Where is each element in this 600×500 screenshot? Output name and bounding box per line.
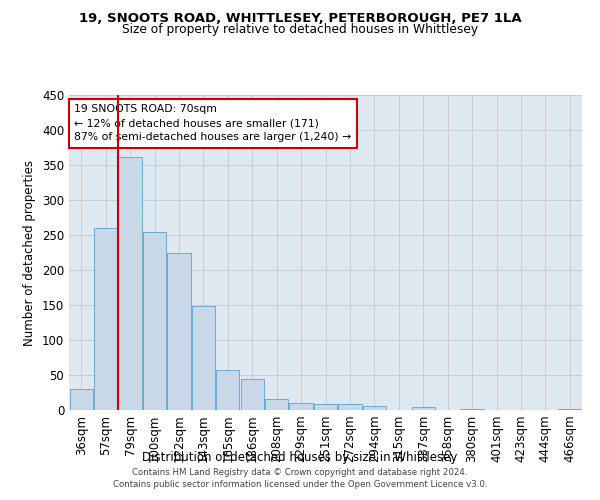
Text: Distribution of detached houses by size in Whittlesey: Distribution of detached houses by size … <box>142 451 458 464</box>
Text: 19, SNOOTS ROAD, WHITTLESEY, PETERBOROUGH, PE7 1LA: 19, SNOOTS ROAD, WHITTLESEY, PETERBOROUG… <box>79 12 521 26</box>
Bar <box>289 403 313 410</box>
Bar <box>265 399 288 410</box>
Text: Size of property relative to detached houses in Whittlesey: Size of property relative to detached ho… <box>122 22 478 36</box>
Text: 19 SNOOTS ROAD: 70sqm
← 12% of detached houses are smaller (171)
87% of semi-det: 19 SNOOTS ROAD: 70sqm ← 12% of detached … <box>74 104 352 142</box>
Bar <box>412 406 435 410</box>
Y-axis label: Number of detached properties: Number of detached properties <box>23 160 37 346</box>
Bar <box>363 406 386 410</box>
Bar <box>167 253 191 410</box>
Bar <box>314 404 337 410</box>
Bar <box>558 408 581 410</box>
Bar <box>192 306 215 410</box>
Bar <box>70 389 93 410</box>
Text: Contains HM Land Registry data © Crown copyright and database right 2024.
Contai: Contains HM Land Registry data © Crown c… <box>113 468 487 489</box>
Bar <box>338 404 362 410</box>
Bar <box>118 156 142 410</box>
Bar <box>94 228 117 410</box>
Bar <box>241 379 264 410</box>
Bar <box>216 370 239 410</box>
Bar <box>143 232 166 410</box>
